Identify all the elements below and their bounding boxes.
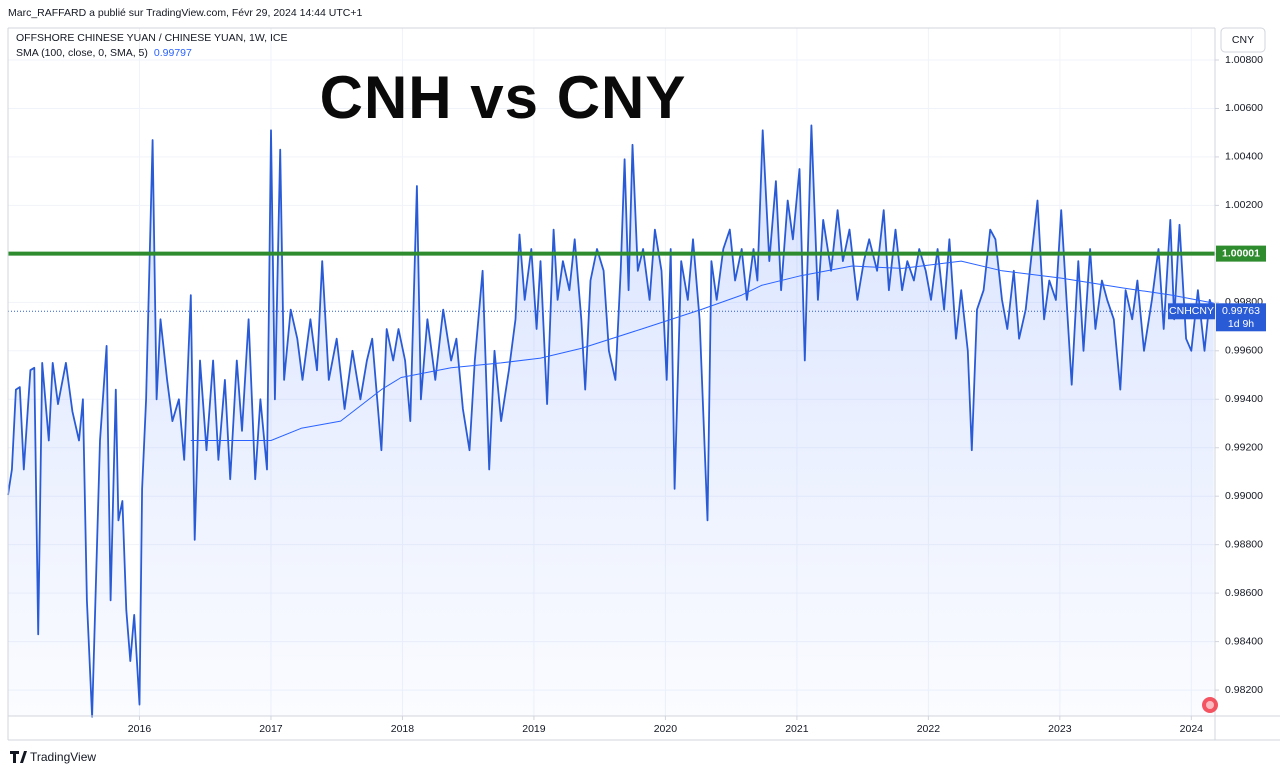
x-tick-label: 2024	[1180, 723, 1204, 735]
brand-logo: TradingView	[10, 750, 96, 764]
last-price-box	[1216, 303, 1266, 332]
brand-name: TradingView	[30, 750, 96, 764]
y-tick-label: 0.98400	[1225, 635, 1263, 647]
x-tick-label: 2019	[522, 723, 546, 735]
x-tick-label: 2023	[1048, 723, 1072, 735]
sma-legend-value: 0.99797	[154, 47, 192, 59]
y-tick-label: 1.00200	[1225, 199, 1263, 211]
x-tick-label: 2020	[654, 723, 678, 735]
y-tick-label: 0.98200	[1225, 684, 1263, 696]
bar-countdown: 1d 9h	[1228, 318, 1254, 330]
y-tick-label: 0.98600	[1225, 587, 1263, 599]
event-marker-inner	[1206, 701, 1214, 709]
plot	[7, 124, 1215, 718]
chart-title: CNH vs CNY	[320, 64, 687, 131]
price-line	[7, 124, 1215, 718]
x-tick-label: 2016	[128, 723, 152, 735]
publisher-line: Marc_RAFFARD a publié sur TradingView.co…	[8, 7, 363, 19]
y-tick-label: 1.00600	[1225, 102, 1263, 114]
y-tick-label: 0.99000	[1225, 490, 1263, 502]
x-tick-label: 2022	[917, 723, 941, 735]
y-tick-label: 0.98800	[1225, 538, 1263, 550]
last-price-label: 0.99763	[1222, 305, 1260, 317]
symbol-tag-box	[1168, 303, 1215, 320]
x-tick-label: 2021	[785, 723, 809, 735]
axes: 0.98200 0.98400 0.98600 0.98800 0.99000 0.992…	[128, 54, 1266, 735]
y-tick-label: 1.00800	[1225, 54, 1263, 66]
reference-label-box	[1216, 245, 1266, 262]
x-tick-label: 2018	[391, 723, 415, 735]
area-fill	[8, 125, 1214, 717]
x-tick-label: 2017	[259, 723, 283, 735]
currency-label[interactable]: CNY	[1232, 34, 1254, 46]
y-tick-label: 0.99200	[1225, 442, 1263, 454]
symbol-tag: CNHCNY	[1169, 305, 1214, 317]
currency-button[interactable]	[1220, 27, 1266, 53]
sma-line	[190, 260, 1214, 441]
reference-label: 1.00001	[1222, 247, 1260, 259]
sma-legend: SMA (100, close, 0, SMA, 5)	[16, 47, 148, 59]
y-tick-label: 0.99600	[1225, 345, 1263, 357]
brand-icon	[10, 751, 27, 763]
symbol-legend: OFFSHORE CHINESE YUAN / CHINESE YUAN, 1W…	[16, 32, 288, 44]
y-tick-label: 0.99400	[1225, 393, 1263, 405]
y-tick-label: 1.00400	[1225, 151, 1263, 163]
